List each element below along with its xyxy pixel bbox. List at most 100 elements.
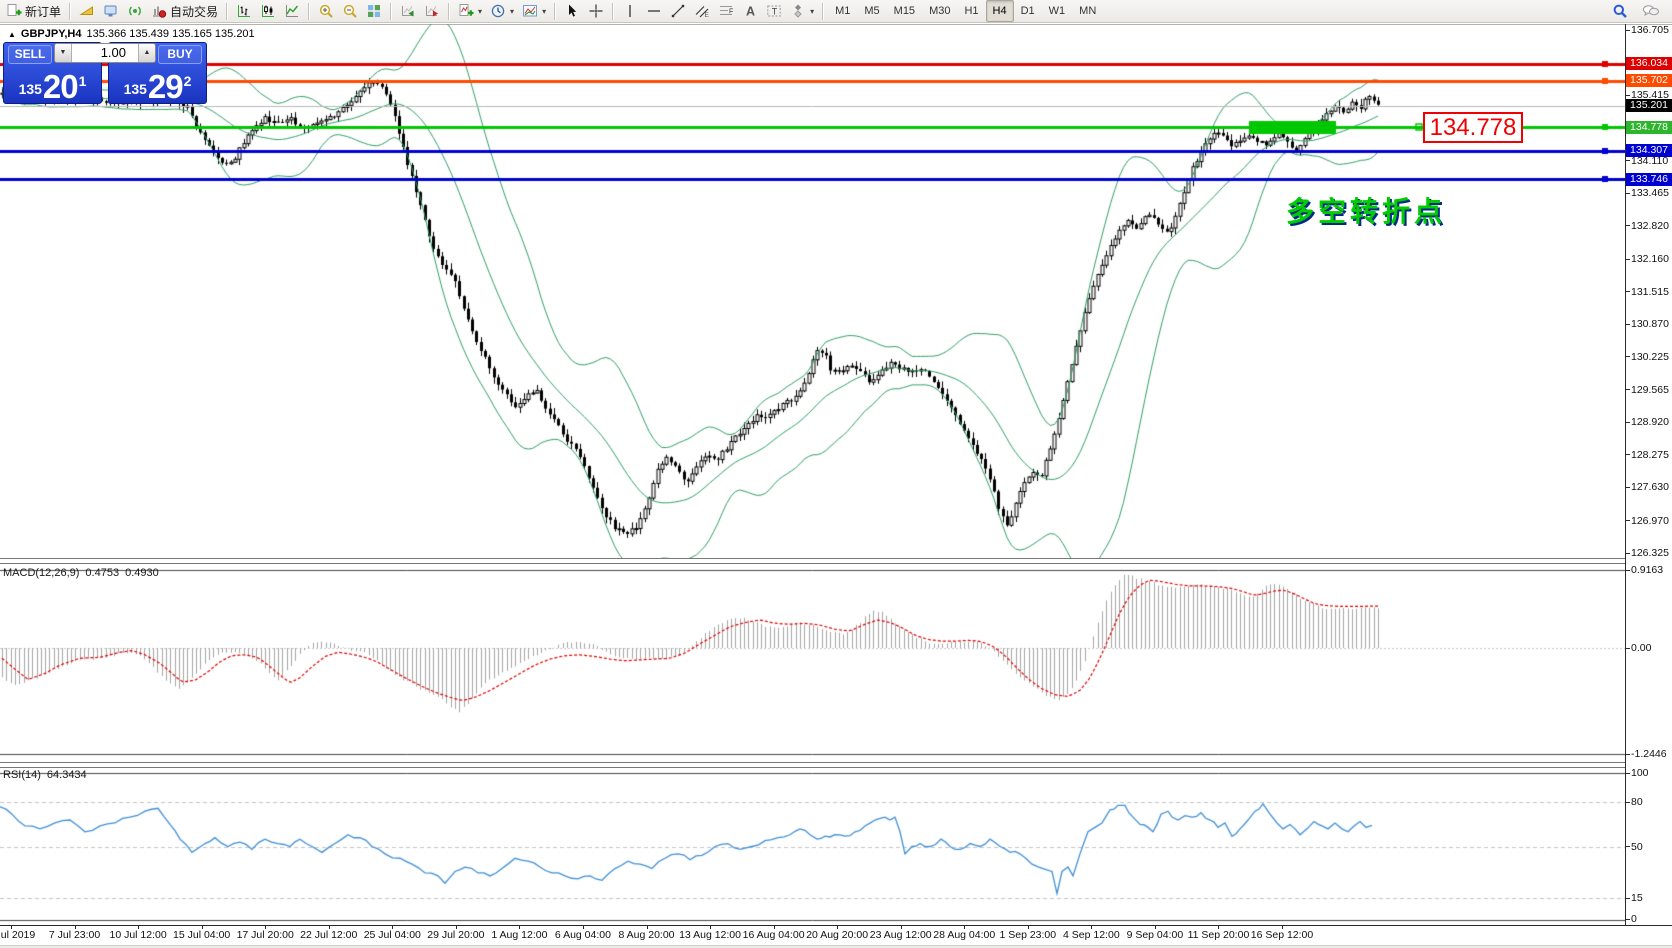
line-chart-button[interactable] <box>280 0 304 22</box>
main-toolbar: 新订单 自动交易 ▾ ▾ ▾ E F A T ▾ M1 M5 M15 M30 H1 H4 D1 W1 MN <box>0 0 1672 23</box>
bar-chart-button[interactable] <box>232 0 256 22</box>
chevron-down-icon[interactable]: ▾ <box>810 6 815 16</box>
arrows-button[interactable]: ▾ <box>786 0 818 22</box>
rsi-value: 64.3434 <box>46 769 87 781</box>
channel-button[interactable]: E <box>690 0 714 22</box>
market-watch-button[interactable] <box>99 0 123 22</box>
time-tick-label: 23 Aug 12:00 <box>869 929 932 941</box>
rsi-panel-canvas[interactable] <box>0 766 1625 924</box>
candle-chart-button[interactable] <box>256 0 280 22</box>
signals-button[interactable] <box>123 0 147 22</box>
timeframe-d1-button[interactable]: D1 <box>1020 5 1035 17</box>
volume-increase-button[interactable]: ▲ <box>138 44 155 62</box>
price-tick-label: 132.160 <box>1631 253 1669 266</box>
rsi-label: RSI(14) 64.3434 <box>3 769 87 781</box>
chevron-down-icon[interactable]: ▾ <box>510 6 515 16</box>
sell-panel[interactable]: SELL 135 20 1 <box>3 42 102 104</box>
timeframe-w1-button[interactable]: W1 <box>1048 5 1066 17</box>
time-tick-label: 9 Sep 04:00 <box>1126 929 1184 941</box>
fibo-button[interactable]: F <box>714 0 738 22</box>
symbol-arrow-icon: ▲ <box>8 29 16 39</box>
axis-tick <box>1625 291 1630 293</box>
sell-button[interactable]: SELL <box>8 45 52 64</box>
chat-button[interactable] <box>1638 0 1664 22</box>
axis-tick <box>1154 925 1156 929</box>
buy-button[interactable]: BUY <box>158 45 202 64</box>
price-tick-label: 129.565 <box>1631 383 1669 396</box>
rsi-name: RSI(14) <box>3 769 41 781</box>
time-tick-label: 17 Jul 20:00 <box>236 929 294 941</box>
autotrading-button[interactable]: 自动交易 <box>147 0 222 22</box>
timeframe-m5-button[interactable]: M5 <box>864 5 880 17</box>
rsi-scale-label: 80 <box>1631 796 1643 809</box>
fibo-icon: F <box>718 3 734 19</box>
time-tick-label: 1 Aug 12:00 <box>491 929 548 941</box>
toolbar-separator <box>612 2 615 20</box>
axis-tick <box>1625 160 1630 162</box>
timeframe-m30-button[interactable]: M30 <box>929 5 951 17</box>
channel-icon: E <box>694 3 710 19</box>
chevron-down-icon[interactable]: ▾ <box>478 6 483 16</box>
auto-scroll-button[interactable] <box>396 0 420 22</box>
label-button[interactable]: T <box>762 0 786 22</box>
macd-panel-canvas[interactable] <box>0 564 1625 762</box>
price-badge: 134.307 <box>1626 144 1672 158</box>
vline-button[interactable] <box>618 0 642 22</box>
indicators-button[interactable]: ▾ <box>454 0 486 22</box>
panel-separator-rsi[interactable] <box>0 762 1625 768</box>
zoom-out-button[interactable] <box>338 0 362 22</box>
axis-tick <box>1625 918 1630 920</box>
panel-separator-macd[interactable] <box>0 558 1625 564</box>
timeframe-h4-button[interactable]: H4 <box>985 0 1014 22</box>
time-tick-label: 13 Aug 12:00 <box>679 929 741 941</box>
timeframe-h1-button[interactable]: H1 <box>964 5 979 17</box>
wedge-icon <box>79 3 95 19</box>
chinese-annotation: 多空转折点 <box>1286 196 1447 227</box>
toolbar-separator <box>308 2 311 20</box>
price-badge: 135.702 <box>1626 74 1672 88</box>
tile-windows-button[interactable] <box>362 0 386 22</box>
volume-decrease-button[interactable]: ▼ <box>55 44 72 62</box>
templates-button[interactable]: ▾ <box>518 0 550 22</box>
shiftr-icon <box>424 3 440 19</box>
signal-icon <box>127 3 143 19</box>
time-tick-label: 25 Jul 04:00 <box>363 929 421 941</box>
timeframe-m15-button[interactable]: M15 <box>893 5 916 17</box>
chevron-down-icon[interactable]: ▾ <box>542 6 547 16</box>
vline-icon <box>622 3 638 19</box>
new-order-button[interactable]: 新订单 <box>2 0 65 22</box>
price-badge: 134.778 <box>1626 120 1672 134</box>
axis-tick <box>1625 753 1630 755</box>
periods-button[interactable]: ▾ <box>486 0 518 22</box>
buy-price-sup: 2 <box>183 72 192 89</box>
axis-tick <box>1625 356 1630 358</box>
sell-price-big: 20 <box>42 67 79 105</box>
axis-tick <box>1625 897 1630 899</box>
zoom-in-button[interactable] <box>314 0 338 22</box>
axis-tick <box>1625 225 1630 227</box>
crosshair-button[interactable] <box>584 0 608 22</box>
hline-button[interactable] <box>642 0 666 22</box>
axis-tick <box>1625 258 1630 260</box>
macd-scale-label: -1.2446 <box>1631 748 1667 760</box>
timeframe-mn-button[interactable]: MN <box>1079 5 1097 17</box>
price-tick-label: 130.225 <box>1631 350 1669 363</box>
cursor-button[interactable] <box>560 0 584 22</box>
search-button[interactable] <box>1608 0 1632 22</box>
buy-price-small: 135 <box>123 81 147 97</box>
axis-tick <box>646 925 648 929</box>
wedge-button[interactable] <box>75 0 99 22</box>
axis-tick <box>265 925 267 929</box>
price-annotation-box[interactable]: 134.778 <box>1423 112 1523 143</box>
timeframe-m1-button[interactable]: M1 <box>835 5 851 17</box>
status-strip <box>0 945 1672 948</box>
text-button[interactable]: A <box>738 0 762 22</box>
trendline-button[interactable] <box>666 0 690 22</box>
price-chart-canvas[interactable] <box>0 24 1625 558</box>
axis-tick <box>1625 772 1630 774</box>
chart-shift-button[interactable] <box>420 0 444 22</box>
volume-input[interactable]: 1.00 <box>72 44 138 62</box>
time-axis-background <box>0 926 1672 948</box>
toolbar-separator <box>554 2 557 20</box>
axis-tick <box>1625 323 1630 325</box>
